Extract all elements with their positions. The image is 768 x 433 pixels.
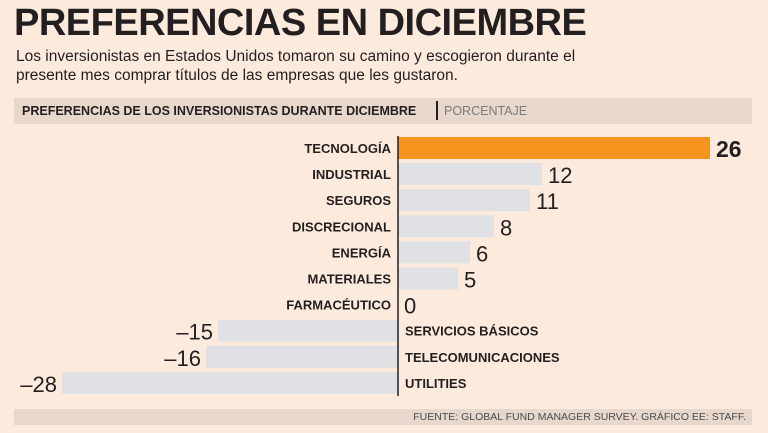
bar (398, 241, 470, 264)
bar (62, 371, 398, 394)
data-label: –15 (176, 320, 213, 345)
data-label: 26 (716, 136, 742, 162)
data-label: –16 (164, 346, 201, 371)
source-footer: FUENTE: GLOBAL FUND MANAGER SURVEY. GRÁF… (14, 409, 752, 425)
bar (398, 267, 458, 290)
data-label: 5 (464, 268, 476, 293)
data-label: –28 (20, 372, 57, 397)
bar (218, 319, 398, 342)
category-label: SEGUROS (326, 193, 391, 208)
data-label: 0 (404, 294, 416, 319)
bar (398, 189, 530, 212)
chart-unit-label: PORCENTAJE (444, 104, 528, 118)
category-label: MATERIALES (307, 272, 391, 287)
category-label: UTILITIES (405, 376, 467, 391)
category-label: INDUSTRIAL (312, 167, 391, 182)
chart-title: PREFERENCIAS DE LOS INVERSIONISTAS DURAN… (22, 104, 417, 118)
category-label: DISCRECIONAL (292, 219, 391, 234)
category-label: FARMACÉUTICO (286, 298, 391, 313)
bar (398, 163, 542, 186)
data-label: 6 (476, 241, 488, 266)
data-label: 11 (536, 189, 559, 214)
page-subtitle: Los inversionistas en Estados Unidos tom… (16, 48, 576, 84)
page-title: PREFERENCIAS EN DICIEMBRE (14, 2, 587, 44)
category-label: TELECOMUNICACIONES (405, 350, 560, 365)
category-label: SERVICIOS BÁSICOS (405, 324, 539, 339)
category-label: ENERGÍA (332, 245, 392, 260)
chart-header-band: PREFERENCIAS DE LOS INVERSIONISTAS DURAN… (14, 98, 752, 124)
category-label: TECNOLOGÍA (304, 141, 391, 156)
data-label: 12 (548, 163, 572, 188)
bar (206, 345, 398, 368)
bar (398, 215, 494, 238)
bar (398, 137, 710, 159)
header-divider (436, 101, 438, 120)
source-text: FUENTE: GLOBAL FUND MANAGER SURVEY. GRÁF… (413, 411, 746, 423)
data-label: 8 (500, 215, 512, 240)
